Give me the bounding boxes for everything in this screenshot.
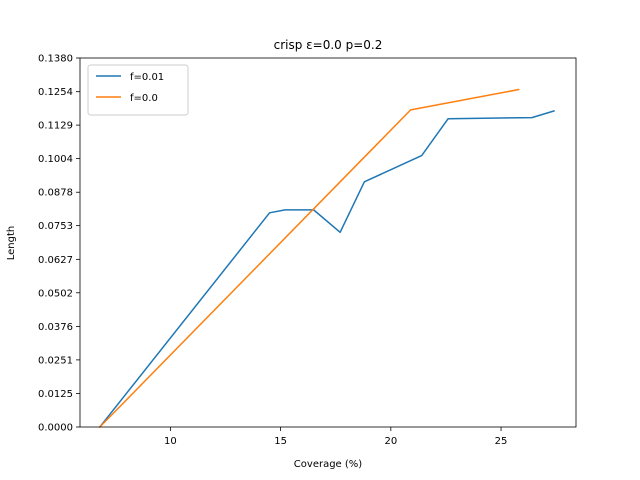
x-axis: 10 15 20 25 [164, 427, 507, 447]
y-axis-title: Length [6, 226, 17, 261]
y-tick-label: 0.0000 [38, 423, 73, 434]
y-tick-label: 0.0376 [38, 322, 73, 333]
y-tick-label: 0.0502 [38, 288, 73, 299]
series-line-1 [98, 88, 520, 429]
y-tick-label: 0.0878 [38, 188, 73, 199]
y-tick-label: 0.0251 [38, 355, 73, 366]
y-tick-label: 0.1004 [38, 154, 73, 165]
y-tick-label: 0.0753 [38, 221, 73, 232]
legend-label-1: f=0.0 [130, 93, 158, 104]
x-axis-title: Coverage (%) [294, 459, 362, 470]
x-tick-label: 20 [384, 436, 397, 447]
x-tick-label: 25 [495, 436, 508, 447]
y-tick-label: 0.0627 [38, 255, 73, 266]
legend-label-0: f=0.01 [130, 72, 164, 83]
y-tick-label: 0.1380 [38, 54, 73, 65]
x-tick-label: 15 [274, 436, 287, 447]
legend-box [87, 64, 189, 116]
y-axis: 0.0000 0.0125 0.0251 0.0376 0.0502 0.0627 0.07… [38, 54, 80, 434]
y-tick-label: 0.0125 [38, 389, 73, 400]
x-tick-label: 10 [164, 436, 177, 447]
y-tick-label: 0.1129 [38, 121, 73, 132]
series-layer [98, 88, 555, 429]
plot-frame [79, 57, 577, 428]
y-tick-label: 0.1254 [38, 87, 73, 98]
series-line-0 [98, 110, 555, 429]
legend: f=0.01 f=0.0 [87, 64, 189, 116]
chart-title: crisp ε=0.0 p=0.2 [274, 38, 383, 52]
